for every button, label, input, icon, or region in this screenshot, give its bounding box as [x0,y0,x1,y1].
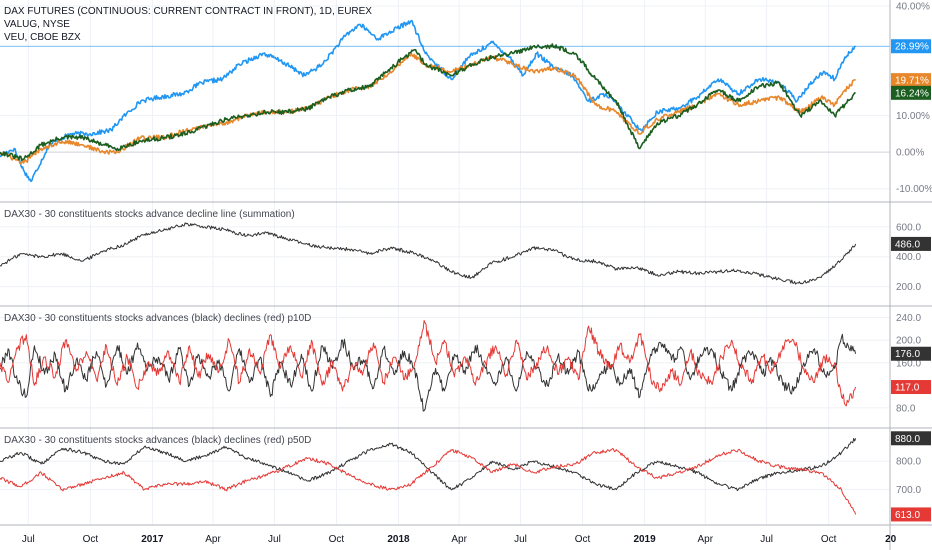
y-tick-label: 700.0 [896,485,921,496]
chart-header: DAX FUTURES (CONTINUOUS: CURRENT CONTRAC… [4,6,372,43]
y-tick-label: 40.00% [896,2,930,13]
time-axis-label: 2018 [387,534,410,545]
pane-2: 600.0 400.0 200.0 486.0 DAX30 - 30 constitue… [0,209,932,307]
last-value-badge [891,73,931,88]
legend-line-2: VALUG, NYSE [4,19,70,30]
time-axis-label: Jul [760,534,773,545]
y-tick-label: 400.0 [896,252,921,263]
time-axis-label: 2019 [633,534,656,545]
time-axis-label: Oct [329,534,345,545]
time-axis-label: Oct [575,534,591,545]
pane-3: 240.0 200.0 160.0 80.0 176.0 117.0 DAX30 - 30 … [0,313,932,429]
last-value-label: 16.24% [895,88,929,99]
last-value-badge [891,39,931,54]
last-value-label: 486.0 [895,239,920,250]
last-value-badge [891,431,931,446]
series-line-4-2[interactable] [0,448,857,515]
y-tick-label: 0.00% [896,148,924,159]
series-line-4-1[interactable] [0,438,857,492]
time-axis-label: Oct [821,534,837,545]
last-value-label: 613.0 [895,510,920,521]
time-axis-label: Oct [83,534,99,545]
last-value-badge [891,507,931,522]
last-value-label: 176.0 [895,349,920,360]
time-axis-label: Apr [451,534,467,545]
pane-4: 800.0 700.0 880.0 613.0 DAX30 - 30 constitue… [0,431,932,526]
last-value-label: 28.99% [895,42,929,53]
time-axis-label: 2017 [141,534,164,545]
y-tick-label: 80.0 [896,403,916,414]
y-tick-label: 160.0 [896,358,921,369]
pane-title: DAX30 - 30 constituents stocks advances … [4,435,311,446]
series-line-1-1[interactable] [0,19,856,183]
last-value-badge [891,346,931,361]
series-line-2-1[interactable] [0,222,857,285]
time-axis[interactable]: Jul Oct 2017 Apr Jul Oct 2018 Apr Jul Oct 2019 Apr J… [22,534,897,545]
time-axis-label: Jul [514,534,527,545]
y-tick-label: 10.00% [896,111,930,122]
y-tick-label: -10.00% [896,184,932,195]
last-value-badge [891,236,931,251]
pane-1: 40.00% 10.00% 0.00% -10.00% 28.99% 19.71%16.2… [0,2,932,203]
time-axis-label: Jul [22,534,35,545]
y-tick-label: 200.0 [896,282,921,293]
time-axis-label: Jul [268,534,281,545]
last-value-label: 19.71% [895,76,929,87]
pane-title: DAX30 - 30 constituents stocks advances … [4,313,311,324]
y-tick-label: 800.0 [896,457,921,468]
y-tick-label: 240.0 [896,313,921,324]
time-axis-label: Apr [205,534,221,545]
last-value-label: 117.0 [895,383,920,394]
series-line-1-3[interactable] [0,43,856,162]
series-line-3-2[interactable] [0,320,857,407]
legend-line-3: VEU, CBOE BZX [4,32,81,43]
last-value-label: 880.0 [895,434,920,445]
last-value-badge [891,85,931,100]
time-axis-label: 20 [885,534,897,545]
time-axis-label: Apr [697,534,713,545]
pane-title: DAX30 - 30 constituents stocks advance d… [4,209,295,220]
legend-line-1: DAX FUTURES (CONTINUOUS: CURRENT CONTRAC… [4,6,372,17]
last-value-badge [891,380,931,395]
series-line-3-1[interactable] [0,333,857,412]
y-tick-label: 200.0 [896,336,921,347]
y-tick-label: 600.0 [896,222,921,233]
